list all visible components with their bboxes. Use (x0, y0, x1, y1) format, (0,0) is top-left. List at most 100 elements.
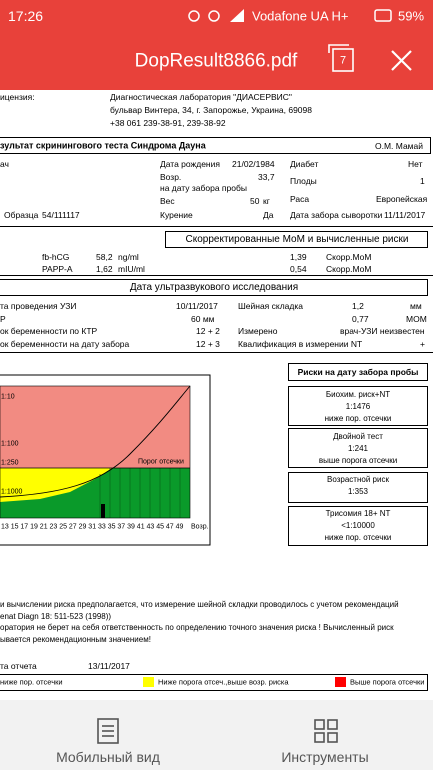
chart-x-label: 39 (127, 523, 135, 531)
risk-box (288, 428, 428, 468)
text: Дата забора сыворотки (290, 209, 383, 220)
page-icon-back (328, 44, 349, 53)
us-box (0, 279, 428, 296)
text: Нет (408, 158, 423, 169)
close-button[interactable] (391, 50, 412, 71)
text: Вес (160, 195, 175, 206)
page-icon[interactable] (332, 48, 354, 72)
heading-box (0, 137, 431, 154)
status-carrier: Vodafone UA H+ (252, 8, 349, 24)
chart-x-label: 35 (107, 523, 116, 531)
chart-x-label: 13 (1, 523, 9, 531)
text: зультат скринингового теста Синдрома Дау… (0, 140, 206, 151)
chart-y-label: 1:10 (1, 393, 15, 401)
chart-y-label: 1:1000 (1, 488, 23, 496)
rule (0, 226, 433, 227)
legend-row (0, 674, 428, 691)
zone-above (0, 386, 190, 468)
text: 50 (250, 195, 260, 206)
risk-title-box (288, 363, 428, 381)
toolbar (0, 32, 433, 90)
note: и вычислении риска предполагается, что и… (0, 600, 399, 609)
status-bar (0, 0, 433, 32)
chart-y-label: 1:100 (1, 440, 19, 448)
text: Дата ультразвукового исследования (129, 282, 299, 293)
chart-x-label: 37 (117, 523, 126, 531)
text: Риски на дату забора пробы (297, 366, 419, 377)
rule (0, 275, 433, 276)
text: 12 + 3 (196, 338, 220, 349)
mobile-view-icon[interactable] (97, 718, 119, 744)
text: ач (0, 158, 9, 169)
text: Ниже порога отсеч.,выше возр. риска (158, 677, 289, 687)
table-cell: PAPP-A (42, 263, 73, 274)
text: мм (410, 300, 422, 311)
note: enat Diagn 18: 511-523 (1998)) (0, 611, 112, 621)
text: Скорректированные МоМ и вычисленные риск… (185, 234, 409, 245)
chart-x-label: 31 (88, 523, 97, 531)
table-cell: Скорр.МоМ (326, 263, 372, 274)
text: та проведения УЗИ (0, 300, 77, 311)
text: кг (263, 195, 270, 206)
chart-x-label: 19 (30, 523, 38, 531)
chart-frame (0, 374, 211, 546)
table-cell: ng/ml (118, 251, 139, 262)
risk-line: ниже пор. отсечки (324, 533, 392, 542)
text: 13/11/2017 (88, 660, 130, 671)
tools-icon[interactable] (314, 719, 338, 743)
text: Европейская (376, 193, 428, 204)
text: 11/11/2017 (384, 209, 426, 220)
text: 10/11/2017 (176, 300, 218, 311)
risk-line: ниже пор. отсечки (324, 414, 392, 423)
risk-line: <1:10000 (341, 521, 375, 530)
plot-frame (0, 385, 191, 519)
text: врач-УЗИ неизвестен (340, 325, 425, 336)
chart-x-label: 25 (59, 523, 67, 531)
page-count[interactable]: 7 (339, 54, 347, 67)
risk-line: Двойной тест (333, 432, 383, 441)
nav-tools[interactable]: Инструменты (281, 749, 369, 765)
chart-x-label: 21 (39, 523, 48, 531)
text: Раса (290, 193, 310, 204)
zone-below (0, 468, 190, 518)
table-cell: mIU/ml (118, 263, 145, 274)
text: 1,2 (352, 300, 364, 311)
chart-x-label: 45 (156, 523, 164, 531)
chart-x-label: 15 (10, 523, 19, 531)
risk-box (288, 472, 428, 503)
chart-y-label: 1:250 (1, 459, 19, 467)
text: Выше порога отсечки (350, 677, 425, 687)
text: + (420, 338, 425, 349)
risk-line: 1:353 (347, 487, 369, 496)
table-cell: 0,54 (290, 263, 307, 274)
text: 33,7 (258, 171, 275, 182)
document-title: DopResult8866.pdf (134, 50, 298, 72)
text: Квалификация в измерении NT (238, 338, 363, 349)
note: ывается рекомендационным значением! (0, 635, 151, 645)
text: ок беременности на дату забора (0, 338, 130, 349)
alarm-icon (208, 10, 220, 22)
chart-x-label: 49 (175, 523, 184, 531)
table-cell: fb-hCG (42, 251, 70, 262)
table-cell: 1,62 (96, 263, 113, 274)
rule (0, 352, 433, 353)
risk-line: Трисомия 18+ NT (325, 509, 391, 518)
risk-line: 1:1476 (345, 402, 371, 411)
text: 21/02/1984 (232, 158, 275, 169)
text: МОМ (406, 313, 427, 324)
text: та отчета (0, 660, 37, 671)
legend-swatch-above (335, 677, 346, 687)
text: Образца (4, 209, 39, 220)
risk-box (288, 506, 428, 546)
notification-icon (188, 10, 200, 22)
table-cell: 58,2 (96, 251, 113, 262)
text: Измерено (238, 325, 278, 336)
grid (99, 468, 181, 518)
status-icons (188, 9, 412, 72)
text: Р (0, 313, 6, 324)
nav-mobile-view[interactable]: Мобильный вид (56, 749, 160, 765)
text: ниже пор. отсечки (0, 677, 63, 687)
